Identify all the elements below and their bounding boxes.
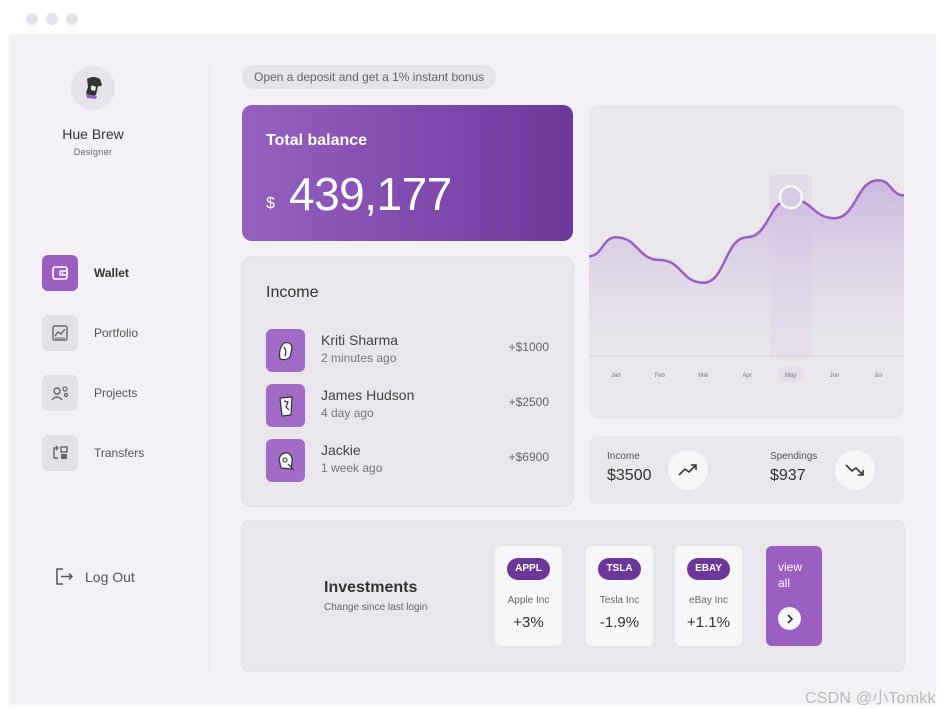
window-close-dot[interactable] bbox=[26, 13, 38, 25]
watermark: CSDN @小Tomkk bbox=[805, 690, 936, 707]
x-tick-label[interactable]: May bbox=[785, 373, 796, 379]
view-all-button[interactable]: view all bbox=[766, 546, 822, 646]
highlight-point[interactable] bbox=[778, 184, 804, 210]
title-bar bbox=[0, 0, 942, 34]
wallet-icon bbox=[42, 255, 78, 291]
logout-label: Log Out bbox=[85, 568, 135, 585]
tick-highlight-pill bbox=[777, 366, 804, 382]
balance-chart: Jan Feb Mar Apr May Jun Jul bbox=[589, 175, 904, 382]
person-avatar-icon bbox=[266, 329, 305, 372]
balance-value: 439,177 bbox=[289, 168, 452, 220]
income-amount: +$6900 bbox=[508, 450, 549, 464]
ticker-badge: EBAY bbox=[687, 558, 730, 580]
x-tick-label[interactable]: Jan bbox=[611, 373, 621, 379]
sidebar-divider bbox=[209, 66, 210, 672]
sidebar-item-label: Portfolio bbox=[94, 326, 139, 340]
sidebar-item-label: Transfers bbox=[94, 446, 145, 460]
income-stat-label: Income bbox=[607, 451, 640, 462]
stock-name: eBay Inc bbox=[689, 595, 728, 606]
x-tick-label[interactable]: Jun bbox=[830, 373, 840, 379]
sidebar-item-wallet[interactable]: Wallet bbox=[42, 255, 192, 291]
income-title: Income bbox=[266, 284, 319, 301]
income-name: James Hudson bbox=[321, 387, 415, 403]
chart-icon bbox=[42, 315, 78, 351]
user-avatar-icon bbox=[86, 77, 102, 99]
stock-name: Apple Inc bbox=[507, 595, 550, 606]
stock-card-appl[interactable]: APPL Apple Inc +3% bbox=[495, 546, 562, 646]
investments-subtitle: Change since last login bbox=[324, 602, 428, 613]
user-role: Designer bbox=[73, 147, 113, 157]
series-line bbox=[589, 178, 904, 285]
transfer-icon bbox=[42, 435, 78, 471]
spendings-stat-label: Spendings bbox=[770, 451, 818, 462]
income-amount: +$1000 bbox=[508, 340, 549, 354]
trend-down-icon[interactable] bbox=[835, 450, 875, 490]
logout-button[interactable]: Log Out bbox=[54, 566, 135, 587]
list-item[interactable]: Jackie 1 week ago +$6900 bbox=[266, 439, 549, 483]
investments-card: Investments Change since last login APPL… bbox=[242, 521, 904, 671]
x-tick-label[interactable]: Apr bbox=[742, 373, 751, 379]
stock-card-ebay[interactable]: EBAY eBay Inc +1.1% bbox=[675, 546, 742, 646]
trend-up-icon[interactable] bbox=[668, 450, 708, 490]
income-card: Income Kriti Sharma 2 minutes ago +$1000… bbox=[242, 257, 573, 506]
stock-card-tsla[interactable]: TSLA Tesla Inc -1.9% bbox=[586, 546, 653, 646]
stock-change: -1.9% bbox=[599, 614, 640, 631]
logout-icon bbox=[56, 568, 74, 585]
balance-currency: $ bbox=[266, 195, 275, 212]
list-item[interactable]: James Hudson 4 day ago +$2500 bbox=[266, 384, 549, 428]
stock-name: Tesla Inc bbox=[599, 595, 640, 606]
sidebar-item-projects[interactable]: Projects bbox=[42, 375, 192, 411]
user-name: Hue Brew bbox=[62, 126, 124, 142]
avatar[interactable] bbox=[71, 66, 115, 110]
balance-title: Total balance bbox=[266, 132, 368, 149]
view-all-label: view all bbox=[778, 560, 803, 590]
x-tick-label[interactable]: Jul bbox=[874, 373, 882, 379]
stats-card: Income $3500 Spendings $937 bbox=[589, 436, 904, 504]
person-avatar-icon bbox=[266, 439, 305, 482]
chart-card: Jan Feb Mar Apr May Jun Jul bbox=[589, 105, 904, 419]
sidebar-item-label: Projects bbox=[94, 386, 138, 400]
stock-change: +3% bbox=[513, 614, 544, 631]
income-time: 1 week ago bbox=[321, 461, 383, 475]
x-tick-label[interactable]: Feb bbox=[655, 373, 666, 379]
window-minimize-dot[interactable] bbox=[46, 13, 58, 25]
spendings-stat-value: $937 bbox=[770, 467, 806, 484]
income-name: Kriti Sharma bbox=[321, 332, 399, 348]
ticker-badge: TSLA bbox=[598, 558, 641, 580]
x-tick-label[interactable]: Mar bbox=[698, 373, 708, 379]
total-balance-card: Total balance $ 439,177 bbox=[242, 105, 573, 241]
people-icon bbox=[42, 375, 78, 411]
sidebar-item-portfolio[interactable]: Portfolio bbox=[42, 315, 192, 351]
sidebar-item-label: Wallet bbox=[94, 266, 129, 280]
person-avatar-icon bbox=[266, 384, 305, 427]
ticker-badge: APPL bbox=[507, 558, 550, 580]
sidebar-item-transfers[interactable]: Transfers bbox=[42, 435, 192, 471]
window-maximize-dot[interactable] bbox=[66, 13, 78, 25]
series-area bbox=[589, 180, 904, 355]
list-item[interactable]: Kriti Sharma 2 minutes ago +$1000 bbox=[266, 329, 549, 373]
income-amount: +$2500 bbox=[508, 395, 549, 409]
income-name: Jackie bbox=[321, 442, 361, 458]
chevron-right-icon bbox=[778, 607, 801, 630]
income-time: 4 day ago bbox=[321, 406, 374, 420]
promo-banner[interactable]: Open a deposit and get a 1% instant bonu… bbox=[242, 65, 497, 89]
investments-title: Investments bbox=[324, 579, 418, 596]
income-stat-value: $3500 bbox=[607, 467, 652, 484]
income-time: 2 minutes ago bbox=[321, 351, 397, 365]
stock-change: +1.1% bbox=[687, 614, 730, 631]
